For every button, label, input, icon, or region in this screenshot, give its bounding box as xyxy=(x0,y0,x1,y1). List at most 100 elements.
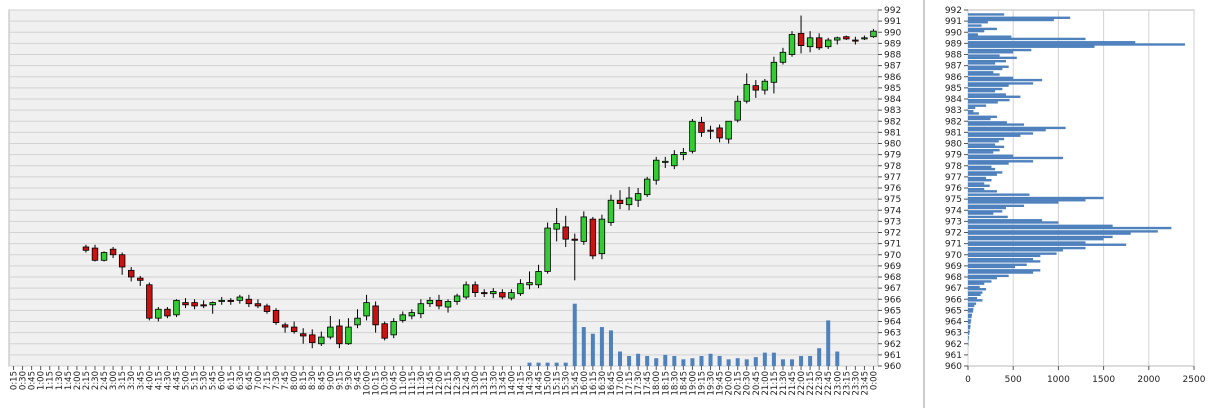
candle-body xyxy=(725,120,732,140)
time-x-tick-label: 11:45 xyxy=(426,371,436,396)
candle-body xyxy=(146,284,153,319)
profile-bar xyxy=(968,29,985,33)
profile-bar xyxy=(968,252,1057,255)
time-x-tick-label: 5:00 xyxy=(182,371,192,390)
candle-body xyxy=(852,39,859,42)
time-x-tick-label: 17:15 xyxy=(625,371,635,396)
price-y-tick-label: 960 xyxy=(884,362,901,372)
candle-down xyxy=(336,319,343,349)
price-y-tick-label: 976 xyxy=(884,184,901,194)
profile-bar xyxy=(968,326,971,330)
profile-bar xyxy=(968,210,1003,213)
profile-bar xyxy=(968,148,1000,152)
price-y-tick-label: 970 xyxy=(884,251,901,261)
candle-body xyxy=(544,227,551,272)
profile-y-tick-label: 963 xyxy=(945,329,962,339)
candle-body xyxy=(553,223,560,230)
volume-bar xyxy=(699,355,704,366)
time-x-tick-label: 16:30 xyxy=(598,371,608,396)
candle-body xyxy=(517,283,524,295)
profile-bar xyxy=(968,319,972,322)
candle-down xyxy=(137,275,144,286)
time-x-tick-label: 23:00 xyxy=(833,371,843,396)
candle-body xyxy=(137,277,144,281)
profile-y-tick-label: 983 xyxy=(945,106,962,116)
candle-down xyxy=(716,124,723,143)
candle-body xyxy=(471,284,479,293)
time-x-tick-label: 10:30 xyxy=(381,371,391,396)
candle-body xyxy=(444,301,452,308)
time-x-tick-label: 0:15 xyxy=(10,371,20,390)
time-x-tick-label: 17:00 xyxy=(616,371,626,396)
candle-up xyxy=(327,315,334,340)
time-x-tick-label: 20:15 xyxy=(734,371,744,396)
candle-up xyxy=(417,299,425,319)
profile-bar xyxy=(968,67,1003,71)
candle-down xyxy=(227,298,234,305)
volume-bar xyxy=(618,351,623,366)
price-y-tick-label: 965 xyxy=(884,306,901,316)
time-x-tick-label: 10:45 xyxy=(390,371,400,396)
candle-up xyxy=(870,28,877,38)
profile-y-tick-label: 978 xyxy=(945,162,962,172)
candle-up xyxy=(209,301,216,314)
candle-body xyxy=(743,84,750,102)
profile-bar xyxy=(968,59,1006,63)
profile-bar xyxy=(968,45,1095,48)
profile-bar xyxy=(968,16,1071,19)
candle-body xyxy=(399,314,406,321)
candle-up xyxy=(544,222,551,274)
profile-bar xyxy=(968,98,1010,102)
volume-bar xyxy=(744,359,749,366)
volume-bar xyxy=(681,359,686,366)
volume-bar xyxy=(690,358,695,366)
candle-body xyxy=(508,292,515,299)
profile-bar xyxy=(968,167,996,171)
profile-bar xyxy=(968,87,1003,91)
price-y-tick-label: 972 xyxy=(884,229,901,239)
candle-up xyxy=(553,208,560,242)
candle-body xyxy=(327,326,334,338)
profile-bar xyxy=(968,274,1009,278)
candle-up xyxy=(426,297,434,308)
candle-up xyxy=(725,120,732,144)
candle-body xyxy=(861,37,868,40)
candle-body xyxy=(843,36,850,40)
profile-bar xyxy=(968,27,997,31)
price-y-tick-label: 971 xyxy=(884,240,901,250)
profile-bar xyxy=(968,288,987,291)
time-x-tick-label: 0:30 xyxy=(19,371,29,390)
volume-bar xyxy=(708,353,713,366)
profile-y-tick-label: 991 xyxy=(945,17,962,27)
profile-bar xyxy=(968,33,978,36)
candle-body xyxy=(118,254,126,268)
time-x-tick-label: 14:45 xyxy=(535,371,545,396)
candle-down xyxy=(381,321,388,341)
time-x-tick-label: 12:00 xyxy=(435,371,445,396)
profile-bar xyxy=(968,304,975,308)
profile-x-tick-label: 2500 xyxy=(1183,375,1206,385)
candle-down xyxy=(589,216,597,260)
profile-bar xyxy=(968,341,969,344)
profile-bar xyxy=(968,35,1012,38)
profile-y-tick-label: 985 xyxy=(945,84,962,94)
time-x-tick-label: 7:30 xyxy=(272,371,282,390)
candle-body xyxy=(671,154,678,167)
candle-body xyxy=(209,302,216,306)
profile-y-tick-label: 970 xyxy=(945,251,962,261)
candle-down xyxy=(254,299,262,309)
candle-body xyxy=(372,305,379,326)
candle-down xyxy=(82,244,90,253)
time-x-tick-label: 22:30 xyxy=(815,371,825,396)
profile-bar xyxy=(968,54,1000,57)
candle-body xyxy=(127,269,135,278)
candle-up xyxy=(462,281,470,300)
volume-bar xyxy=(627,355,632,366)
candle-body xyxy=(834,37,841,41)
profile-bar xyxy=(968,71,994,74)
price-y-tick-label: 969 xyxy=(884,262,901,272)
candle-up xyxy=(861,35,868,41)
time-x-tick-label: 3:30 xyxy=(127,371,137,390)
candle-up xyxy=(363,294,370,321)
